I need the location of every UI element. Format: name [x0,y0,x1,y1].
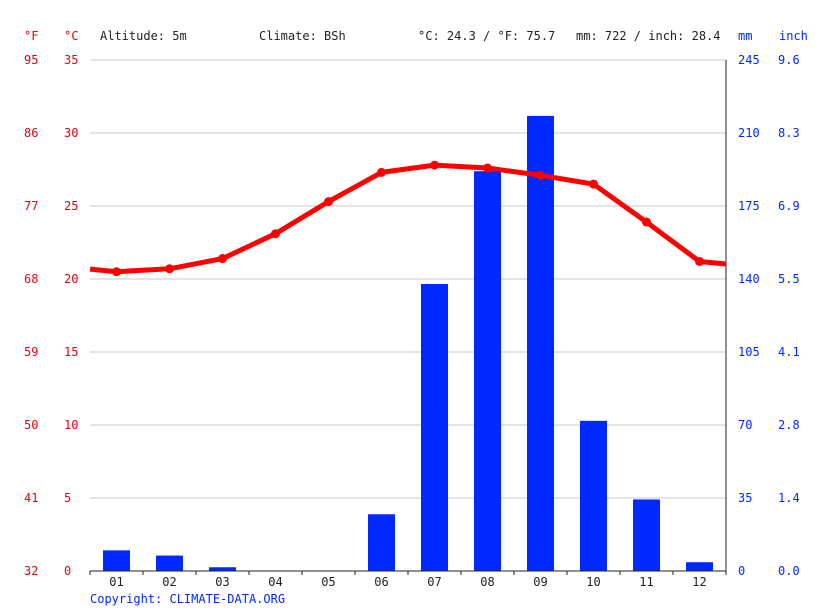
inch-tick-label: 6.9 [778,199,800,213]
inch-tick-label: 4.1 [778,345,800,359]
fahrenheit-tick-label: 32 [24,564,38,578]
mm-tick-label: 70 [738,418,752,432]
temperature-point [165,264,174,274]
mm-tick-label: 0 [738,564,745,578]
celsius-tick-label: 35 [64,53,78,67]
month-tick-label: 09 [533,575,547,589]
climate-label: Climate: BSh [259,29,346,43]
precipitation-bar [209,567,236,571]
temperature-point [271,229,280,239]
mm-tick-label: 210 [738,126,760,140]
temperature-point [589,179,598,189]
inch-tick-label: 8.3 [778,126,800,140]
fahrenheit-tick-label: 95 [24,53,38,67]
mm-unit-label: mm [738,29,752,43]
inch-tick-label: 1.4 [778,491,800,505]
axes [89,60,727,575]
temperature-point [536,170,545,180]
celsius-tick-label: 10 [64,418,78,432]
fahrenheit-tick-label: 68 [24,272,38,286]
temperature-point [324,197,333,207]
month-tick-label: 10 [586,575,600,589]
copyright-label: Copyright: CLIMATE-DATA.ORG [90,592,285,606]
precipitation-bar [368,514,395,571]
month-tick-label: 11 [639,575,653,589]
temperature-line [89,160,727,277]
fahrenheit-tick-label: 41 [24,491,38,505]
month-axis: 01 02 03 04 05 06 07 08 09 10 11 12 [109,575,706,589]
month-tick-label: 08 [480,575,494,589]
precipitation-bar [421,284,448,571]
average-temperature-label: °C: 24.3 / °F: 75.7 [418,29,555,43]
month-tick-label: 05 [321,575,335,589]
celsius-tick-label: 20 [64,272,78,286]
month-tick-label: 07 [427,575,441,589]
inch-tick-label: 5.5 [778,272,800,286]
precipitation-bar [527,115,554,571]
celsius-tick-label: 30 [64,126,78,140]
temperature-point [218,254,227,264]
fahrenheit-tick-label: 50 [24,418,38,432]
fahrenheit-tick-label: 59 [24,345,38,359]
celsius-tick-label: 0 [64,564,71,578]
month-tick-label: 01 [109,575,123,589]
precipitation-bar [474,171,501,571]
mm-tick-label: 175 [738,199,760,213]
temperature-point [377,167,386,177]
precipitation-bar [580,420,607,571]
temperature-point [695,256,704,266]
temperature-line-path [89,162,727,275]
fahrenheit-tick-label: 86 [24,126,38,140]
month-tick-label: 03 [215,575,229,589]
temperature-point [430,160,439,170]
precipitation-bar [103,550,130,571]
precipitation-bar [633,499,660,571]
celsius-axis: 35 30 25 20 15 10 5 0 [64,53,78,578]
precipitation-total-label: mm: 722 / inch: 28.4 [576,29,721,43]
temperature-point [642,217,651,227]
temperature-point [112,267,121,277]
celsius-tick-label: 15 [64,345,78,359]
fahrenheit-unit-label: °F [24,29,38,43]
month-tick-label: 06 [374,575,388,589]
gridlines [90,59,726,499]
mm-axis: 245 210 175 140 105 70 35 0 [738,53,760,578]
mm-tick-label: 105 [738,345,760,359]
mm-tick-label: 35 [738,491,752,505]
month-tick-label: 04 [268,575,282,589]
precipitation-bar [686,562,713,571]
fahrenheit-axis: 95 86 77 68 59 50 41 32 [24,53,38,578]
inch-tick-label: 0.0 [778,564,800,578]
precipitation-bars [103,115,713,571]
mm-tick-label: 140 [738,272,760,286]
month-tick-label: 12 [692,575,706,589]
altitude-label: Altitude: 5m [100,29,187,43]
precipitation-bar [156,555,183,571]
celsius-unit-label: °C [64,29,78,43]
month-tick-label: 02 [162,575,176,589]
inch-tick-label: 9.6 [778,53,800,67]
celsius-tick-label: 5 [64,491,71,505]
inch-tick-label: 2.8 [778,418,800,432]
celsius-tick-label: 25 [64,199,78,213]
fahrenheit-tick-label: 77 [24,199,38,213]
mm-tick-label: 245 [738,53,760,67]
inch-unit-label: inch [779,29,808,43]
inch-axis: 9.6 8.3 6.9 5.5 4.1 2.8 1.4 0.0 [778,53,800,578]
temperature-point [483,163,492,173]
